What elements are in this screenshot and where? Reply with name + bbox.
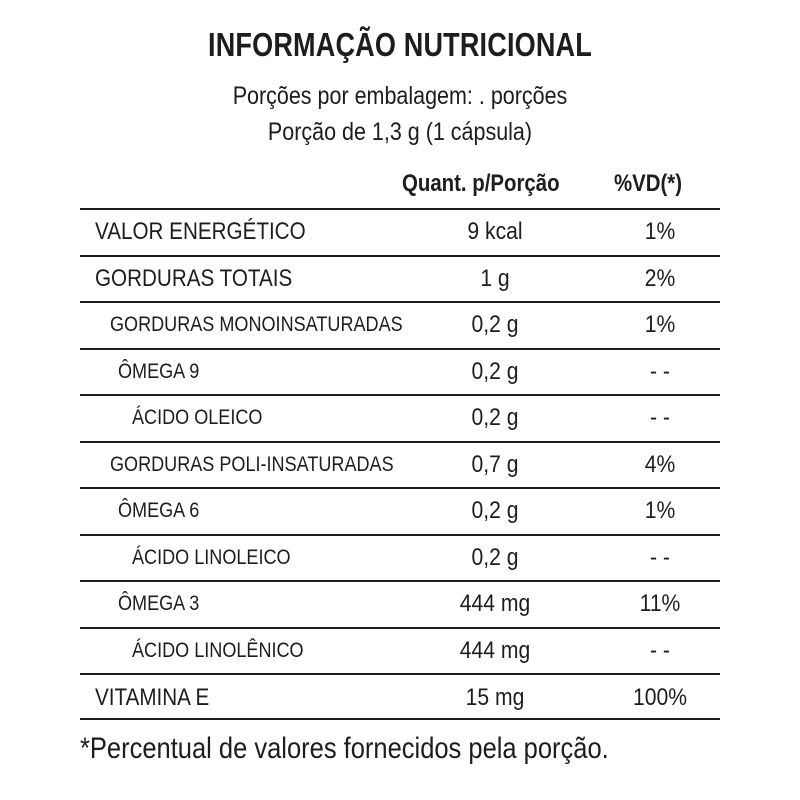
nutrient-name: ÔMEGA 6 bbox=[118, 499, 200, 523]
nutrient-daily-value: 1% bbox=[644, 218, 676, 246]
nutrient-quantity: 0,2 g bbox=[471, 357, 519, 385]
nutrient-daily-value: - - bbox=[650, 404, 670, 432]
nutrient-daily-value: - - bbox=[650, 357, 670, 385]
table-row: ÁCIDO OLEICO 0,2 g - - bbox=[80, 396, 720, 443]
servings-per-package: Porções por embalagem: . porções bbox=[232, 82, 568, 110]
nutrient-name: ÔMEGA 9 bbox=[118, 359, 200, 383]
nutrition-table: VALOR ENERGÉTICO 9 kcal 1% GORDURAS TOTA… bbox=[80, 208, 720, 720]
nutrient-name: ÁCIDO LINOLEICO bbox=[132, 545, 291, 569]
nutrient-name: ÁCIDO OLEICO bbox=[132, 406, 263, 430]
table-row: ÔMEGA 3 444 mg 11% bbox=[80, 582, 720, 629]
table-row: VITAMINA E 15 mg 100% bbox=[80, 675, 720, 722]
nutrient-quantity: 0,7 g bbox=[471, 450, 519, 478]
nutrient-quantity: 0,2 g bbox=[471, 543, 519, 571]
nutrient-name: GORDURAS MONOINSATURADAS bbox=[110, 313, 403, 337]
serving-size: Porção de 1,3 g (1 cápsula) bbox=[267, 118, 533, 146]
table-row: GORDURAS MONOINSATURADAS 0,2 g 1% bbox=[80, 303, 720, 350]
nutrient-quantity: 444 mg bbox=[459, 590, 531, 618]
column-header-daily-value: %VD(*) bbox=[614, 170, 683, 197]
table-row: ÁCIDO LINOLEICO 0,2 g - - bbox=[80, 536, 720, 582]
footnote: *Percentual de valores fornecidos pela p… bbox=[80, 732, 609, 765]
nutrient-quantity: 0,2 g bbox=[471, 404, 519, 432]
table-row: ÔMEGA 6 0,2 g 1% bbox=[80, 489, 720, 536]
table-row: ÁCIDO LINOLÊNICO 444 mg - - bbox=[80, 629, 720, 675]
label-title: INFORMAÇÃO NUTRICIONAL bbox=[208, 26, 592, 63]
nutrient-daily-value: 4% bbox=[644, 450, 676, 478]
nutrient-quantity: 9 kcal bbox=[467, 218, 523, 246]
nutrient-daily-value: 100% bbox=[632, 684, 688, 712]
nutrient-daily-value: 1% bbox=[644, 311, 676, 339]
nutrient-name: GORDURAS TOTAIS bbox=[95, 264, 293, 292]
table-row: GORDURAS TOTAIS 1 g 2% bbox=[80, 257, 720, 303]
nutrient-quantity: 0,2 g bbox=[471, 497, 519, 525]
column-header-quantity: Quant. p/Porção bbox=[402, 170, 560, 197]
nutrient-daily-value: - - bbox=[650, 543, 670, 571]
nutrient-name: VITAMINA E bbox=[95, 684, 210, 712]
nutrient-daily-value: 2% bbox=[644, 264, 676, 292]
nutrient-quantity: 444 mg bbox=[459, 636, 531, 664]
nutrient-quantity: 0,2 g bbox=[471, 311, 519, 339]
nutrient-name: ÁCIDO LINOLÊNICO bbox=[132, 638, 304, 662]
table-row: ÔMEGA 9 0,2 g - - bbox=[80, 350, 720, 396]
nutrient-quantity: 15 mg bbox=[465, 684, 525, 712]
nutrient-quantity: 1 g bbox=[480, 264, 510, 292]
nutrient-name: VALOR ENERGÉTICO bbox=[95, 218, 306, 246]
nutrient-daily-value: 1% bbox=[644, 497, 676, 525]
nutrient-name: GORDURAS POLI-INSATURADAS bbox=[110, 452, 394, 476]
table-row: VALOR ENERGÉTICO 9 kcal 1% bbox=[80, 210, 720, 257]
nutrient-daily-value: - - bbox=[650, 636, 670, 664]
table-row: GORDURAS POLI-INSATURADAS 0,7 g 4% bbox=[80, 443, 720, 489]
nutrient-name: ÔMEGA 3 bbox=[118, 592, 200, 616]
nutrient-daily-value: 11% bbox=[639, 590, 681, 618]
